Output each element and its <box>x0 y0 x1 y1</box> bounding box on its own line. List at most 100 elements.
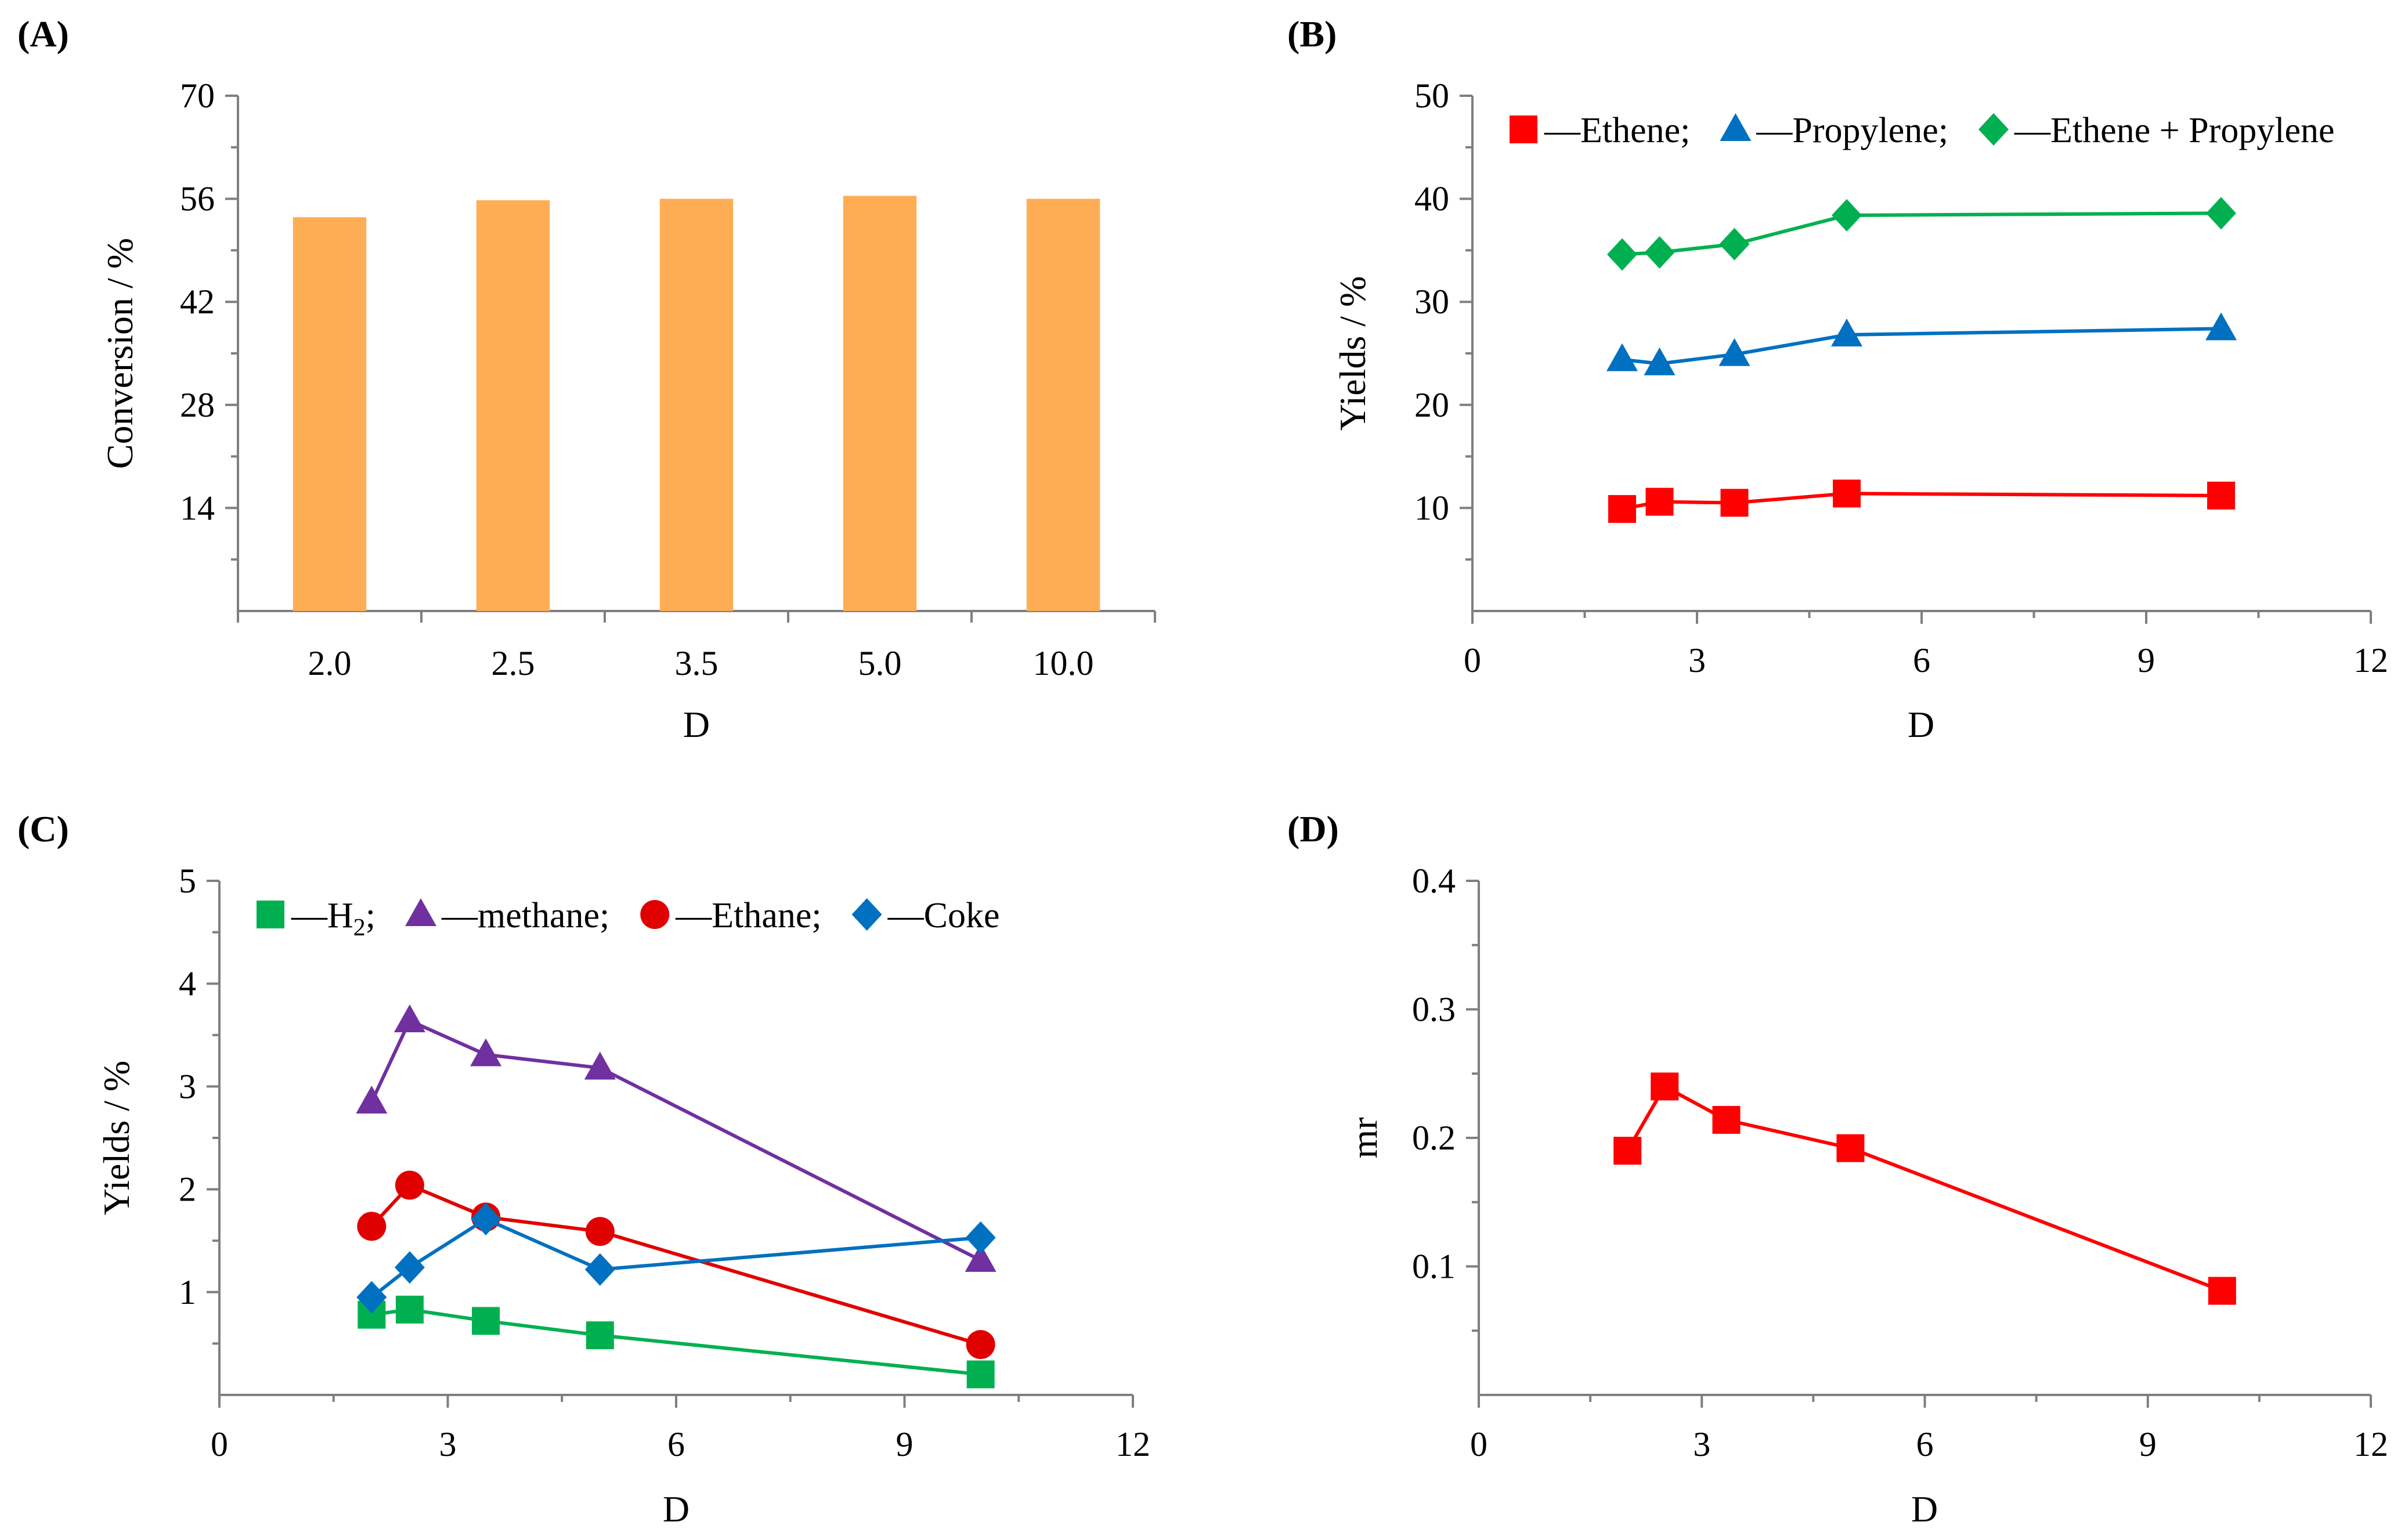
x-axis-title: D <box>1911 1488 1938 1530</box>
legend-label: —methane; <box>441 896 609 935</box>
series-0 <box>1608 479 2235 523</box>
data-point <box>1644 236 1675 269</box>
legend-label: —Ethane; <box>675 896 821 935</box>
x-axis-title: D <box>683 704 710 745</box>
y-tick-label: 4 <box>179 964 196 1003</box>
legend-marker <box>405 898 437 926</box>
data-point <box>1606 343 1638 371</box>
y-tick-label: 70 <box>180 77 215 115</box>
x-tick-label: 2.5 <box>492 644 535 682</box>
bar <box>476 200 550 611</box>
x-tick-label: 12 <box>1115 1425 1150 1463</box>
legend-label-text: —methane; <box>441 896 609 935</box>
x-tick-label: 9 <box>2138 641 2155 679</box>
legend-label: —Coke <box>887 896 1000 935</box>
legend-label-text: —Propylene; <box>1756 111 1948 150</box>
x-tick-label: 10.0 <box>1033 644 1094 682</box>
y-tick-label: 0.4 <box>1412 862 1456 900</box>
data-point <box>1712 1105 1741 1134</box>
series-0 <box>1613 1072 2236 1305</box>
y-tick-label: 2 <box>179 1170 196 1209</box>
legend-marker <box>1720 113 1752 141</box>
y-tick-label: 30 <box>1414 283 1449 321</box>
data-point <box>585 1217 615 1246</box>
x-axis-title: D <box>1908 704 1934 745</box>
series-1 <box>1606 312 2237 375</box>
panel-label: (A) <box>17 13 69 55</box>
y-tick-label: 42 <box>180 283 215 321</box>
bar <box>843 196 917 611</box>
legend-marker <box>640 900 670 929</box>
y-tick-label: 50 <box>1414 77 1449 115</box>
y-tick-label: 3 <box>179 1067 196 1105</box>
panel-label: (B) <box>1287 13 1337 55</box>
legend-label: —Ethene; <box>1544 111 1690 150</box>
y-tick-label: 14 <box>180 489 215 527</box>
x-tick-label: 6 <box>1913 641 1930 679</box>
data-point <box>966 1330 995 1360</box>
legend-label-text: —Coke <box>887 896 1000 935</box>
y-tick-label: 28 <box>180 386 215 424</box>
data-point <box>1719 227 1750 261</box>
data-point <box>2206 197 2236 230</box>
bar <box>1026 198 1100 612</box>
legend-marker <box>1978 113 2009 146</box>
data-point <box>1608 495 1636 523</box>
legend-label-text: —Ethane; <box>675 896 821 935</box>
series-2 <box>357 1170 995 1360</box>
data-point <box>356 1085 388 1114</box>
legend-item: —H2; <box>257 896 376 941</box>
legend-item: —Ethene + Propylene <box>1978 111 2335 150</box>
data-point <box>2205 312 2237 341</box>
data-point <box>965 1243 996 1272</box>
y-axis-title: Yields / % <box>96 1061 137 1216</box>
legend-item: —Ethane; <box>640 896 822 935</box>
y-tick-label: 40 <box>1414 180 1449 218</box>
data-point <box>356 1281 387 1314</box>
data-point <box>1645 487 1674 516</box>
series-0 <box>358 1295 995 1389</box>
data-point <box>471 1202 501 1235</box>
data-point <box>2207 482 2235 510</box>
data-point <box>394 1251 425 1284</box>
panel-label: (C) <box>17 808 69 849</box>
data-point <box>1607 238 1637 271</box>
y-tick-label: 1 <box>179 1273 196 1311</box>
x-tick-label: 6 <box>667 1425 685 1463</box>
x-axis-title: D <box>663 1488 689 1530</box>
y-tick-label: 20 <box>1414 386 1449 424</box>
data-point <box>1832 199 1862 232</box>
bar <box>293 217 367 611</box>
x-tick-label: 9 <box>896 1425 914 1463</box>
legend-label: —Propylene; <box>1756 111 1948 150</box>
series-line <box>370 1018 982 1262</box>
data-point <box>965 1221 996 1254</box>
legend-item: —Propylene; <box>1720 111 1948 150</box>
series-line <box>1622 211 2222 256</box>
x-tick-label: 0 <box>1470 1425 1487 1463</box>
legend-label-text: —H <box>291 896 353 935</box>
data-point <box>1718 338 1750 366</box>
legend-item: —methane; <box>405 896 609 935</box>
series-3 <box>356 1202 996 1314</box>
y-axis-title: Yields / % <box>1332 276 1373 431</box>
chart-panel-b: (B) 10 20 30 40 50 D Yields / % 0 3 6 9 12 —Ethene; —P… <box>1287 13 2388 745</box>
y-axis-title: mr <box>1344 1117 1385 1158</box>
legend-label-suffix: ; <box>366 896 376 935</box>
legend-item: —Ethene; <box>1510 111 1690 150</box>
x-tick-label: 5.0 <box>858 644 902 682</box>
data-point <box>393 1004 425 1032</box>
data-point <box>1720 489 1749 517</box>
panel-label: (D) <box>1287 808 1339 849</box>
chart-panel-a: (A) 14 28 42 56 70 D Conversion / % 2.0 2.5 3.5 5.0… <box>17 13 1156 745</box>
data-point <box>395 1170 424 1200</box>
series-2 <box>1607 197 2236 271</box>
legend: —Ethene; —Propylene; —Ethene + Propylene <box>1510 111 2335 150</box>
data-point <box>1831 319 1862 347</box>
y-tick-label: 0.3 <box>1412 990 1456 1029</box>
legend-marker <box>1510 115 1537 143</box>
data-point <box>1644 347 1676 375</box>
series-line <box>1622 491 2222 511</box>
